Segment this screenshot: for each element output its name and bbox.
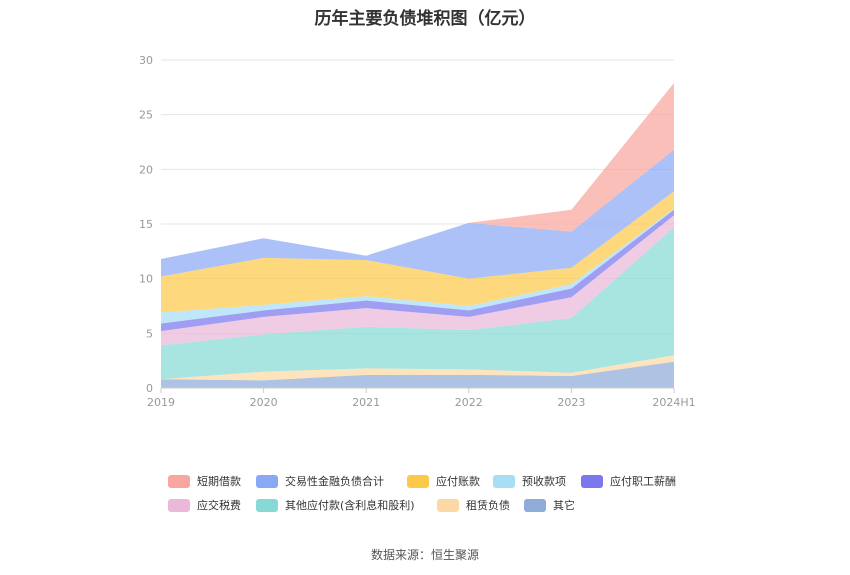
area-series-其他应付款(含利息和股利) xyxy=(161,227,674,380)
area-series-应付账款 xyxy=(161,191,674,313)
legend-item[interactable]: 其他应付款(含利息和股利) xyxy=(256,498,415,512)
area-series-短期借款 xyxy=(161,82,674,259)
legend-label: 应付账款 xyxy=(436,474,480,488)
x-tick-label: 2024H1 xyxy=(652,396,695,409)
y-tick-label: 25 xyxy=(139,109,153,122)
legend-item[interactable]: 租赁负债 xyxy=(437,498,510,512)
legend-label: 应交税费 xyxy=(197,498,241,512)
legend-item[interactable]: 应付账款 xyxy=(407,474,480,488)
y-tick-label: 15 xyxy=(139,218,153,231)
area-series-layer xyxy=(161,82,674,388)
y-tick-label: 0 xyxy=(146,382,153,395)
legend-item[interactable]: 交易性金融负债合计 xyxy=(256,474,384,488)
x-tick-label: 2019 xyxy=(147,396,175,409)
legend-label: 其它 xyxy=(553,498,575,512)
legend-label: 短期借款 xyxy=(197,474,241,488)
x-tick-label: 2021 xyxy=(352,396,380,409)
legend-item[interactable]: 应交税费 xyxy=(168,498,241,512)
legend-swatch xyxy=(437,499,459,512)
legend-label: 租赁负债 xyxy=(466,498,510,512)
y-tick-label: 20 xyxy=(139,163,153,176)
y-tick-label: 30 xyxy=(139,54,153,67)
area-series-交易性金融负债合计 xyxy=(161,149,674,279)
legend-swatch xyxy=(524,499,546,512)
y-tick-label: 10 xyxy=(139,273,153,286)
chart-title: 历年主要负债堆积图（亿元） xyxy=(314,9,536,29)
legend-label: 交易性金融负债合计 xyxy=(285,474,384,488)
source-note: 数据来源：恒生聚源 xyxy=(370,548,479,562)
area-series-应付职工薪酬 xyxy=(161,209,674,332)
legend-swatch xyxy=(581,475,603,488)
area-series-应交税费 xyxy=(161,215,674,346)
y-tick-label: 5 xyxy=(146,327,153,340)
legend-swatch xyxy=(493,475,515,488)
legend-swatch xyxy=(256,475,278,488)
legend-swatch xyxy=(168,499,190,512)
legend-swatch xyxy=(256,499,278,512)
legend-swatch xyxy=(168,475,190,488)
legend-item[interactable]: 其它 xyxy=(524,498,575,512)
legend-swatch xyxy=(407,475,429,488)
legend-item[interactable]: 短期借款 xyxy=(168,474,241,488)
area-series-租赁负债 xyxy=(161,355,674,381)
x-tick-label: 2023 xyxy=(557,396,585,409)
axis-layer: 0 5 10 15 20 25 30 2019 2020 2021 2022 2023 2024H1 xyxy=(139,54,696,409)
legend-label: 其他应付款(含利息和股利) xyxy=(285,498,415,512)
legend-item[interactable]: 应付职工薪酬 xyxy=(581,474,676,488)
x-tick-label: 2022 xyxy=(455,396,483,409)
legend-label: 预收款项 xyxy=(522,474,566,488)
x-tick-label: 2020 xyxy=(250,396,278,409)
legend-item[interactable]: 预收款项 xyxy=(493,474,566,488)
area-series-预收款项 xyxy=(161,208,674,324)
legend-label: 应付职工薪酬 xyxy=(610,474,676,488)
